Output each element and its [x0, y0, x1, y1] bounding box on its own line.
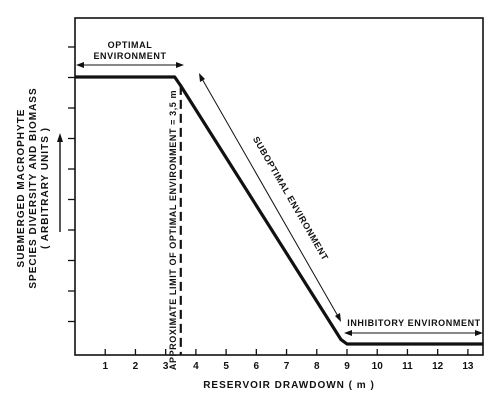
- x-tick-label: 12: [432, 361, 444, 372]
- x-tick-label: 7: [284, 361, 290, 372]
- x-tick-label: 4: [193, 361, 199, 372]
- suboptimal-arrow-bottom-icon: [335, 313, 341, 322]
- y-axis-title-line-2: SPECIES DIVERSITY AND BIOMASS: [28, 87, 39, 288]
- axis-ticks: 1 2 3 4 5 6 7 8 9 10 11 12 13: [68, 46, 474, 372]
- x-tick-label: 11: [402, 361, 413, 372]
- inhibitory-label: INHIBITORY ENVIRONMENT: [347, 318, 481, 328]
- x-tick-label: 9: [344, 361, 350, 372]
- x-tick-label: 6: [254, 361, 260, 372]
- x-tick-label: 10: [372, 361, 384, 372]
- series-line: [75, 75, 483, 346]
- x-axis-title: RESERVOIR DRAWDOWN ( m ): [203, 380, 375, 391]
- inhibitory-arrow-left-icon: [344, 330, 352, 336]
- x-tick-label: 2: [133, 361, 139, 372]
- suboptimal-arrow-top-icon: [199, 73, 205, 82]
- plot-frame: [74, 17, 484, 356]
- y-axis-title-line-1: SUBMERGED MACROPHYTE: [16, 109, 27, 268]
- optimal-label-line-1: OPTIMAL: [108, 40, 153, 50]
- chart-marks: [75, 75, 483, 355]
- x-tick-label: 1: [102, 361, 108, 372]
- limit-label: APPROXIMATE LIMIT OF OPTIMAL ENVIRONMENT…: [168, 90, 178, 370]
- inhibitory-arrow-right-icon: [475, 330, 483, 336]
- suboptimal-label: SUBOPTIMAL ENVIRONMENT: [251, 135, 330, 263]
- x-tick-label: 5: [223, 361, 229, 372]
- suboptimal-span-arrow: [200, 76, 340, 319]
- x-tick-label: 13: [462, 361, 474, 372]
- x-tick-label: 3: [163, 361, 169, 372]
- y-axis-arrowhead-icon: [57, 133, 63, 142]
- optimal-label-line-2: ENVIRONMENT: [93, 51, 166, 61]
- y-axis-title-line-3: ( ARBITRARY UNITS ): [40, 127, 51, 249]
- x-tick-label: 8: [314, 361, 320, 372]
- optimal-arrow-left-icon: [76, 62, 84, 68]
- optimal-arrow-right-icon: [176, 62, 184, 68]
